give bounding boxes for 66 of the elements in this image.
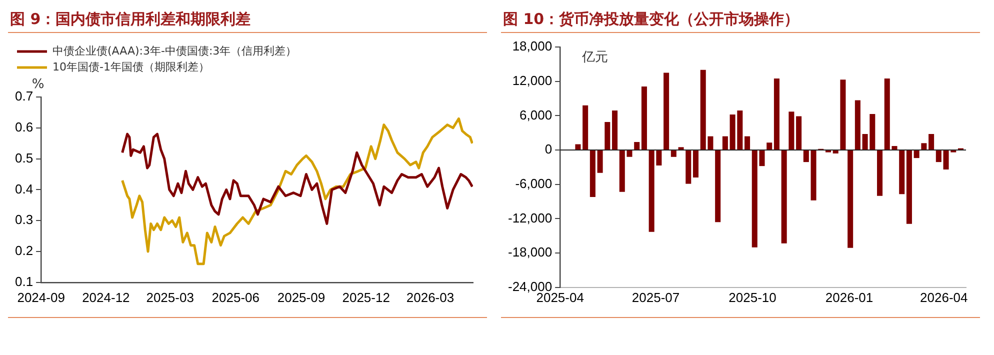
bar <box>582 105 588 150</box>
bar <box>788 112 794 150</box>
bar <box>899 150 905 194</box>
bar <box>664 72 670 150</box>
bar <box>590 150 596 197</box>
bar <box>678 147 684 150</box>
x-tick-label: 2025-07 <box>632 290 680 305</box>
bar <box>686 150 692 184</box>
y-tick-label: 0.7 <box>14 88 34 104</box>
bar <box>832 150 838 154</box>
x-tick-label: 2026-01 <box>825 290 874 305</box>
bar <box>575 144 581 150</box>
y-tick-label: 6,000 <box>520 107 552 122</box>
bar <box>840 80 846 150</box>
x-tick-label: 2025-09 <box>277 290 326 305</box>
y-tick-label: 0.1 <box>14 274 34 289</box>
bar <box>781 150 787 244</box>
y-axis-title: % <box>32 76 44 92</box>
bar <box>641 86 647 150</box>
bar <box>597 150 603 173</box>
bar <box>921 143 927 150</box>
y-tick-label: -18,000 <box>508 244 552 260</box>
bar <box>722 136 728 150</box>
y-tick-label: 0 <box>544 142 552 157</box>
bar <box>810 150 816 200</box>
legend-label: 10年国债-1年国债（期限利差） <box>52 60 210 74</box>
bar <box>928 134 934 150</box>
y-tick-label: 0.4 <box>14 181 34 196</box>
bar <box>774 78 780 150</box>
bar <box>796 116 802 150</box>
bar <box>670 150 676 157</box>
bar <box>848 150 854 248</box>
bar <box>854 100 860 150</box>
x-tick-label: 2024-09 <box>17 290 65 305</box>
y-tick-label: 0.2 <box>14 243 34 258</box>
x-tick-label: 2025-10 <box>728 290 776 305</box>
bar <box>914 150 920 158</box>
y-axis-title: 亿元 <box>581 50 608 65</box>
y-tick-label: -24,000 <box>508 278 552 294</box>
bar <box>715 150 721 222</box>
y-tick-label: -6,000 <box>515 176 552 191</box>
chart-title: 图 9：国内债市信用利差和期限利差 <box>8 6 487 33</box>
bar <box>692 150 699 178</box>
bar <box>936 150 942 162</box>
bar <box>803 150 809 162</box>
x-tick-label: 2025-03 <box>146 290 194 305</box>
y-tick-label: 0.6 <box>14 119 34 134</box>
bar <box>906 150 912 224</box>
bar <box>634 142 640 150</box>
x-tick-label: 2026-04 <box>920 290 968 305</box>
bar <box>612 110 618 150</box>
legend-label: 中债企业债(AAA):3年-中债国债:3年（信用利差） <box>52 44 297 58</box>
x-tick-label: 2024-12 <box>82 290 130 305</box>
chart-title: 图 10：货币净投放量变化（公开市场操作） <box>501 6 980 33</box>
bar <box>604 122 610 150</box>
y-tick-label: -12,000 <box>508 210 552 226</box>
bar <box>744 136 750 150</box>
y-tick-label: 12,000 <box>512 72 552 88</box>
y-tick-label: 0.5 <box>14 150 34 166</box>
x-tick-label: 2026-03 <box>406 290 454 305</box>
x-tick-label: 2025-12 <box>342 290 390 305</box>
x-tick-label: 2025-06 <box>212 290 260 305</box>
y-tick-label: 0.3 <box>14 212 34 228</box>
bar <box>877 150 883 196</box>
bar <box>766 142 772 150</box>
y-tick-label: 18,000 <box>512 38 552 54</box>
